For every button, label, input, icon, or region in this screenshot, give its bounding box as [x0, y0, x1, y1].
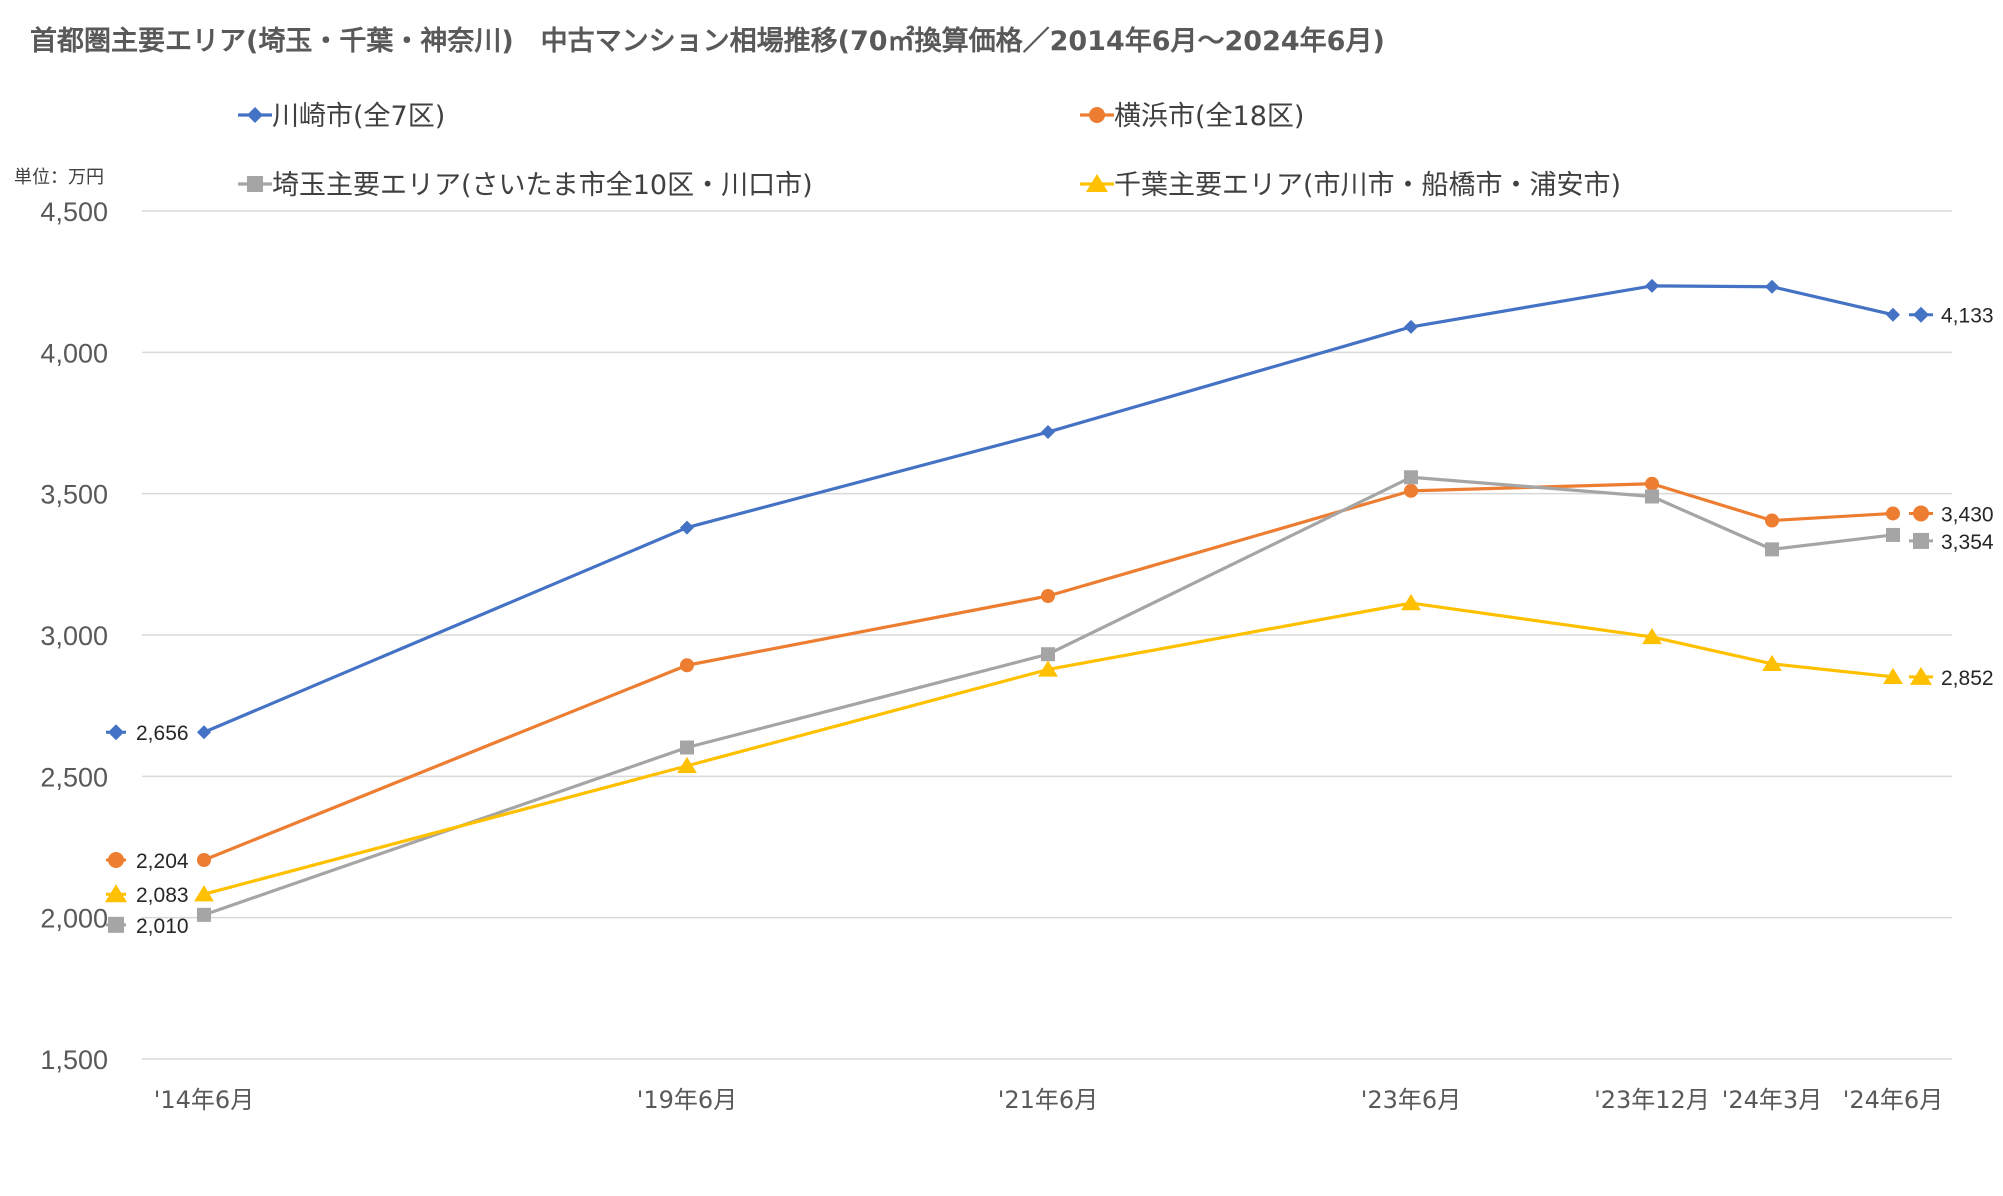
data-point	[1765, 513, 1779, 528]
data-point	[1886, 307, 1900, 322]
legend: 川崎市(全7区) 横浜市(全18区) 埼玉主要エリア(さいたま市全10区・川口市) 千…	[238, 101, 1621, 201]
x-tick-label: '21年6月	[998, 1086, 1098, 1114]
data-point	[680, 658, 694, 673]
legend-item: 埼玉主要エリア(さいたま市全10区・川口市)	[238, 170, 813, 201]
data-point	[1765, 279, 1779, 294]
start-data-label: 2,656	[136, 722, 189, 745]
data-point	[247, 176, 263, 192]
y-tick-label: 2,500	[40, 762, 108, 792]
y-tick-label: 2,000	[40, 904, 108, 934]
data-point	[1404, 483, 1418, 498]
legend-item: 千葉主要エリア(市川市・船橋市・浦安市)	[1080, 170, 1621, 201]
data-point	[1762, 654, 1782, 672]
chart-title: 首都圏主要エリア(埼玉・千葉・神奈川) 中古マンション相場推移(70㎡換算価格／…	[30, 25, 1385, 57]
data-point	[1041, 588, 1055, 603]
data-point	[108, 852, 124, 869]
gridlines	[142, 210, 1952, 1060]
end-data-label: 3,430	[1941, 503, 1994, 526]
data-point	[1913, 306, 1929, 323]
end-data-label: 3,354	[1941, 531, 1994, 554]
data-point	[1041, 647, 1055, 662]
data-point	[108, 916, 124, 933]
data-point	[1401, 594, 1421, 611]
data-point	[1089, 107, 1105, 123]
y-axis: 1,500 2,000 2,500 3,000 3,500 4,000 4,500	[40, 197, 108, 1075]
data-point	[1404, 470, 1418, 485]
data-point	[197, 725, 211, 740]
data-point	[1038, 660, 1058, 677]
data-point	[1041, 425, 1055, 440]
end-data-label: 4,133	[1941, 305, 1994, 328]
data-point	[108, 724, 124, 741]
legend-label: 千葉主要エリア(市川市・船橋市・浦安市)	[1114, 170, 1621, 201]
x-tick-label: '24年6月	[1843, 1086, 1943, 1114]
x-tick-label: '23年6月	[1361, 1086, 1461, 1114]
data-point	[197, 907, 211, 922]
data-point	[1645, 489, 1659, 504]
data-point	[680, 740, 694, 755]
series-line	[203, 601, 1894, 896]
legend-item: 横浜市(全18区)	[1080, 101, 1304, 132]
end-data-label: 2,852	[1941, 667, 1994, 690]
data-point	[1086, 174, 1108, 192]
data-point	[197, 853, 211, 868]
x-tick-label: '19年6月	[637, 1086, 737, 1114]
data-point	[677, 756, 697, 774]
start-data-label: 2,083	[136, 884, 189, 907]
data-point	[1913, 532, 1929, 549]
data-point	[1765, 542, 1779, 557]
y-tick-label: 4,000	[40, 338, 108, 368]
series-line	[203, 475, 1894, 917]
y-tick-label: 4,500	[40, 197, 108, 227]
unit-label: 単位：万円	[14, 167, 104, 188]
series-2: 2,204 3,430	[106, 476, 1994, 873]
y-tick-label: 3,000	[40, 621, 108, 651]
legend-label: 川崎市(全7区)	[272, 101, 445, 132]
data-point	[1910, 666, 1932, 685]
start-data-label: 2,204	[136, 850, 189, 873]
series-3: 2,010 3,354	[106, 470, 1994, 938]
data-point	[1642, 627, 1662, 645]
x-tick-label: '14年6月	[154, 1086, 254, 1114]
y-tick-label: 3,500	[40, 480, 108, 510]
series-4: 2,083 2,852	[105, 594, 1994, 907]
data-point	[1645, 278, 1659, 293]
start-data-label: 2,010	[136, 915, 189, 938]
series-1: 2,656 4,133	[106, 278, 1994, 745]
data-point	[1913, 505, 1929, 522]
series-group: 2,656 4,133 2,204 3,430 2,010 3,354 2,083 2,852	[105, 278, 1994, 938]
data-point	[1645, 476, 1659, 491]
legend-item: 川崎市(全7区)	[238, 101, 445, 132]
y-tick-label: 1,500	[40, 1045, 108, 1075]
data-point	[194, 885, 214, 902]
x-tick-label: '24年3月	[1722, 1086, 1822, 1114]
legend-label: 横浜市(全18区)	[1114, 101, 1304, 132]
data-point	[680, 520, 694, 535]
data-point	[247, 107, 263, 123]
data-point	[1886, 506, 1900, 521]
data-point	[1886, 527, 1900, 542]
x-tick-label: '23年12月	[1594, 1086, 1710, 1114]
data-point	[1404, 319, 1418, 334]
data-point	[105, 884, 127, 903]
x-axis: '14年6月 '19年6月 '21年6月 '23年6月 '23年12月 '24年3月 '24…	[154, 1086, 1943, 1114]
data-point	[1883, 667, 1903, 685]
legend-label: 埼玉主要エリア(さいたま市全10区・川口市)	[272, 170, 813, 201]
